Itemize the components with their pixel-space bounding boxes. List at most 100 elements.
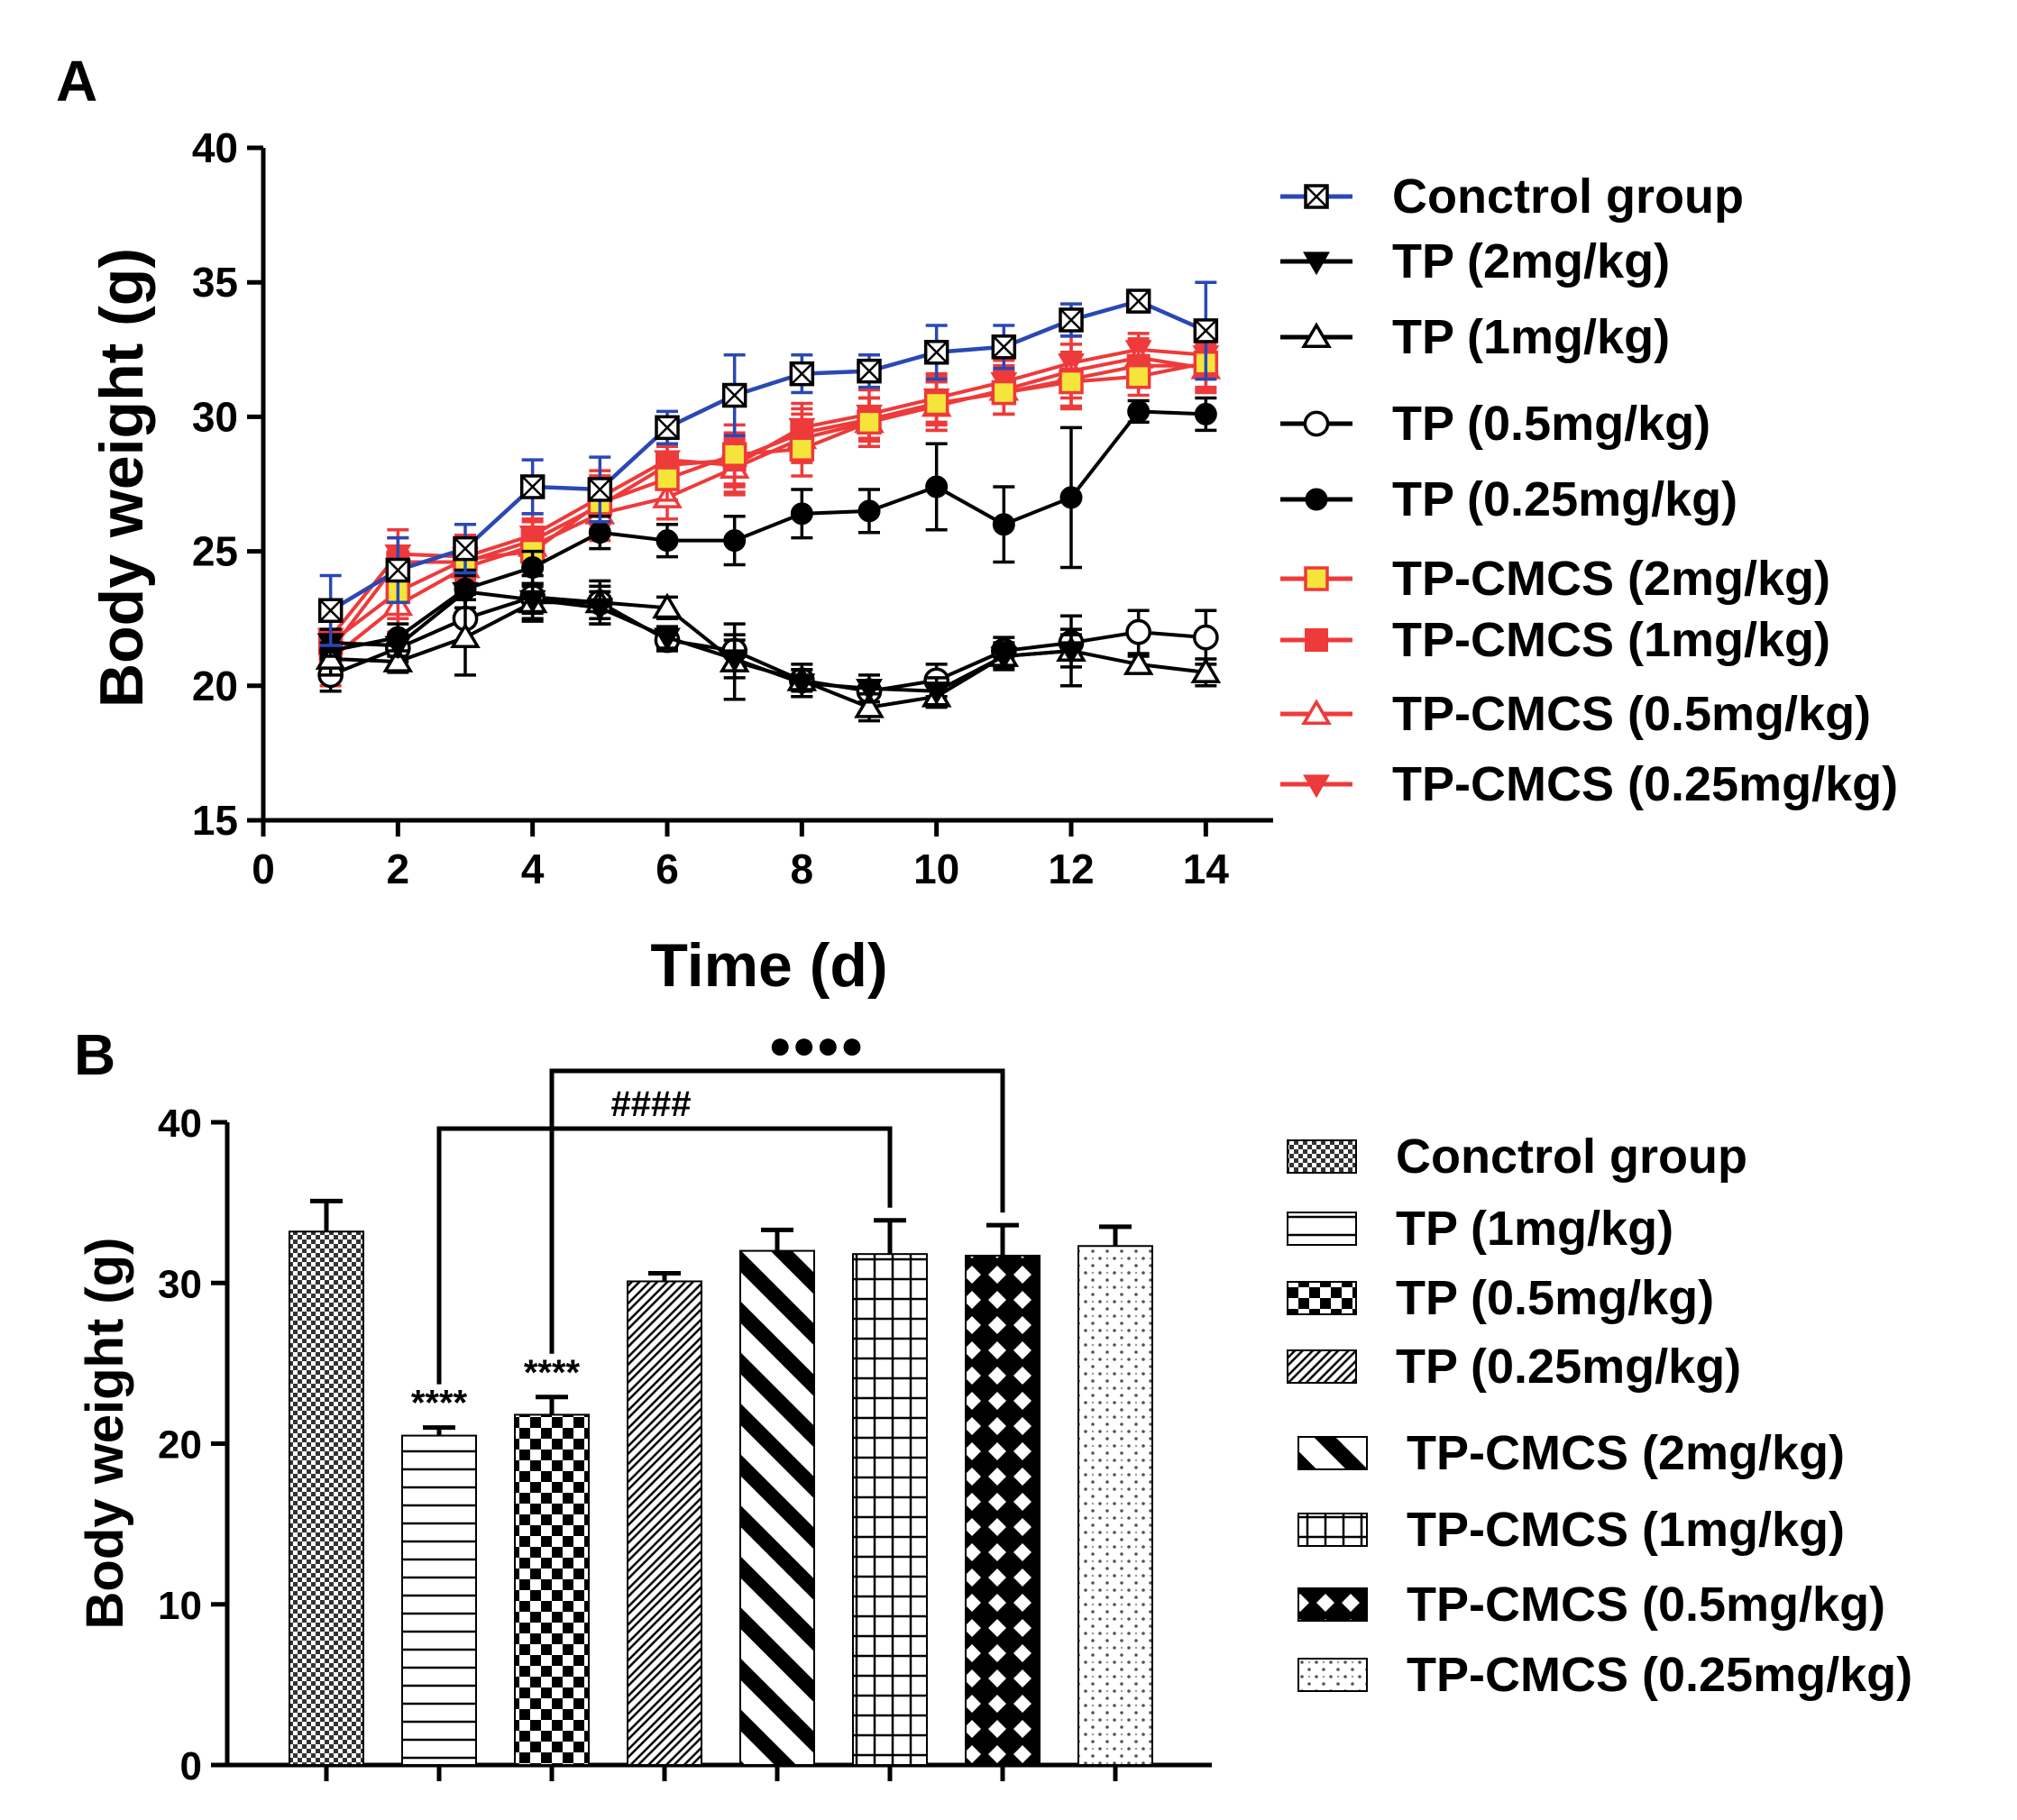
data-point [992,513,1015,536]
data-point [922,681,950,705]
y-tick-label: 40 [158,1102,202,1146]
data-point [587,477,613,502]
y-tick-label: 20 [192,663,238,709]
bar-rect [289,1230,364,1766]
legend-swatch [1287,1281,1357,1315]
data-point-shape [654,627,681,652]
bar-4 [627,1271,702,1766]
data-point [857,358,882,384]
bracket-line [549,1068,1005,1354]
legend-swatch [1297,1436,1368,1470]
data-point [720,649,748,673]
legend-marker-shape [1305,488,1328,511]
panel-b-label: B [74,1022,115,1087]
data-point [1194,402,1217,425]
bar-chart-y-axis-title: Body weight (g) [76,1238,134,1630]
legend-marker-shape [1305,628,1328,652]
data-point-cross [656,416,679,440]
legend-marker [1305,628,1328,652]
data-point [1059,307,1084,333]
legend-swatch [1297,1587,1368,1622]
y-tick-label: 15 [192,797,238,844]
data-point-shape [1194,402,1217,425]
data-point [721,442,747,467]
data-point [655,415,680,441]
data-point-cross [924,340,949,364]
significance-label: **** [411,1384,468,1423]
data-point-shape [1059,486,1083,509]
data-point [519,474,546,499]
data-point [923,390,949,416]
legend-label: TP-CMCS (0.5mg/kg) [1407,1578,1885,1632]
legend-item-5: TP-CMCS (2mg/kg) [1297,1426,1845,1480]
y-tick-label: 30 [192,393,238,440]
y-tick-label: 35 [192,259,238,306]
line-chart-y-axis-title: Body weight (g) [87,248,156,708]
legend-marker-shape [1303,252,1330,276]
data-point-shape [990,646,1018,671]
data-point [1192,624,1219,651]
legend-marker [1301,322,1332,348]
data-point [925,475,949,498]
data-point-shape [382,646,414,672]
x-tick-label: 14 [1183,846,1230,892]
data-point-shape [1059,369,1084,395]
y-tick-label: 25 [192,528,238,575]
series-4 [317,573,1219,705]
data-point [317,598,344,623]
data-point-shape [856,679,883,702]
data-point [1125,363,1151,389]
legend-label: TP (1mg/kg) [1392,310,1670,364]
series-2 [316,573,1085,707]
x-tick-label: 10 [913,846,959,892]
data-point [1193,318,1219,343]
legend-marker-shape [1301,322,1332,348]
y-tick-label: 20 [158,1423,202,1468]
data-point [721,382,747,408]
bar-rect [627,1280,702,1766]
legend-marker-shape [1303,774,1330,799]
legend-item-1: Conctrol group [1287,1129,1747,1184]
legend-marker-shape [1303,410,1330,437]
legend-label: TP-CMCS (0.25mg/kg) [1407,1648,1912,1702]
legend-label: TP (0.5mg/kg) [1392,397,1710,451]
data-point-shape [790,502,813,526]
legend-label: TP (0.25mg/kg) [1396,1340,1741,1394]
bar-rect [401,1434,477,1767]
data-point-cross [386,558,410,582]
data-point [1127,399,1151,423]
data-point [788,673,816,698]
data-point [384,636,412,660]
data-point-shape [789,436,815,462]
y-tick-label: 30 [158,1262,202,1306]
legend-marker-cross [1305,185,1328,208]
data-point [518,590,546,614]
legend-label: TP (1mg/kg) [1396,1202,1673,1256]
legend-label: TP (0.5mg/kg) [1396,1271,1714,1325]
data-point-shape [857,409,882,435]
data-point-shape [452,581,479,606]
data-point-shape [1192,624,1219,651]
legend-item-1: Conctrol group [1280,169,1744,224]
bar-7 [965,1222,1041,1766]
legend-swatch [1287,1139,1357,1174]
legend-item-8: TP-CMCS (0.25mg/kg) [1297,1648,1912,1702]
bar-rect [965,1254,1041,1766]
significance-label: **** [524,1353,581,1393]
legend-marker [1303,252,1330,276]
x-tick-label: 6 [656,846,679,892]
data-point [923,340,949,365]
data-point-cross [520,475,545,498]
bar-3 [514,1395,590,1767]
data-point [1058,641,1085,665]
x-tick-label: 4 [521,846,545,892]
data-point-shape [1125,618,1152,645]
bracket-label: #### [611,1084,692,1124]
legend-swatch [1297,1513,1368,1547]
data-point [854,692,885,718]
data-point-cross [318,599,343,623]
legend-marker [1305,488,1328,511]
data-point [452,581,479,606]
data-point [857,409,882,435]
